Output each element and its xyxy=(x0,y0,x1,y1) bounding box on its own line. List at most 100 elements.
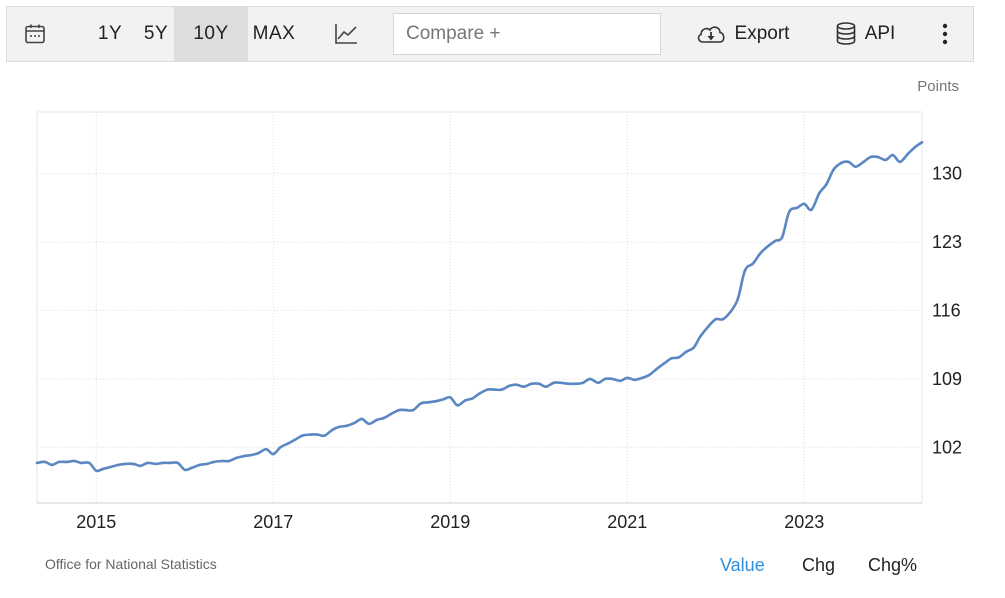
data-point xyxy=(478,392,481,395)
data-point xyxy=(626,376,629,380)
mode-value-button[interactable]: Value xyxy=(720,555,765,575)
y-axis-units-label: Points xyxy=(917,78,959,95)
data-point xyxy=(227,459,231,463)
data-point xyxy=(707,324,710,328)
data-point xyxy=(397,408,401,412)
data-point xyxy=(353,421,357,425)
data-point xyxy=(588,377,592,381)
data-point xyxy=(663,361,666,365)
data-point xyxy=(574,382,578,386)
y-tick-label: 116 xyxy=(932,300,961,320)
data-point xyxy=(648,373,651,377)
x-tick-label: 2015 xyxy=(76,512,116,532)
data-point xyxy=(566,382,570,386)
data-point xyxy=(596,381,600,385)
api-label: API xyxy=(864,23,896,44)
range-1y-button[interactable]: 1Y xyxy=(97,23,123,44)
data-point xyxy=(581,381,585,385)
data-point xyxy=(139,464,142,468)
data-point xyxy=(832,168,835,171)
y-tick-label: 130 xyxy=(932,164,962,184)
range-5y-button[interactable]: 5Y xyxy=(143,23,169,44)
data-point xyxy=(736,297,740,301)
data-point xyxy=(72,459,76,463)
data-source-label: Office for National Statistics xyxy=(45,556,217,572)
data-point xyxy=(471,397,474,400)
export-label: Export xyxy=(734,23,790,44)
data-point xyxy=(780,235,784,239)
x-tick-label: 2021 xyxy=(607,512,647,532)
data-point xyxy=(884,158,887,162)
mode-chg-percent-button[interactable]: Chg% xyxy=(868,555,918,575)
range-max-button[interactable]: MAX xyxy=(252,23,296,44)
data-point xyxy=(743,269,747,272)
chart-grid xyxy=(36,111,923,504)
more-vertical-icon[interactable] xyxy=(933,7,957,61)
data-point xyxy=(411,408,415,412)
data-point xyxy=(272,452,275,456)
data-point xyxy=(522,385,526,389)
data-point xyxy=(331,428,334,432)
database-icon xyxy=(836,22,855,45)
data-point xyxy=(530,382,533,386)
data-point xyxy=(773,239,777,243)
range-10y-button[interactable]: 10Y xyxy=(174,7,248,61)
data-point xyxy=(456,404,459,407)
data-point xyxy=(559,381,563,385)
data-point xyxy=(611,377,614,381)
data-point xyxy=(441,398,445,401)
data-point xyxy=(43,460,47,464)
data-point xyxy=(367,422,371,426)
data-point xyxy=(57,460,61,464)
more-vertical-icon-svg xyxy=(942,23,948,45)
calendar-icon[interactable] xyxy=(17,7,53,61)
data-point xyxy=(825,183,828,186)
data-point xyxy=(692,346,695,349)
mode-chg-button[interactable]: Chg xyxy=(802,555,836,575)
data-point xyxy=(287,442,290,445)
data-point xyxy=(65,460,69,464)
data-point xyxy=(205,462,209,466)
data-point xyxy=(234,456,238,460)
data-point xyxy=(854,165,857,168)
y-tick-label: 109 xyxy=(932,369,962,389)
data-point xyxy=(301,434,304,437)
data-point xyxy=(389,412,393,416)
data-point xyxy=(220,459,224,463)
data-point xyxy=(840,161,843,165)
data-point xyxy=(338,425,342,429)
data-point xyxy=(544,385,548,389)
cloud-download-icon xyxy=(697,26,725,43)
data-point xyxy=(132,462,135,466)
data-point xyxy=(795,206,799,210)
data-point xyxy=(419,402,423,405)
data-point xyxy=(50,463,54,467)
export-button[interactable]: Export xyxy=(687,7,797,61)
data-point xyxy=(862,160,865,164)
data-point xyxy=(633,378,636,382)
data-point xyxy=(190,466,194,470)
compare-input[interactable] xyxy=(393,13,661,55)
api-button[interactable]: API xyxy=(827,7,903,61)
data-point xyxy=(920,141,924,144)
data-point xyxy=(434,400,437,403)
data-point xyxy=(898,160,902,164)
data-point xyxy=(758,252,762,255)
data-point xyxy=(869,155,872,159)
data-point xyxy=(382,416,386,420)
data-point xyxy=(515,383,518,387)
data-point xyxy=(242,454,246,458)
x-tick-label: 2017 xyxy=(253,512,293,532)
data-point xyxy=(552,381,556,385)
data-point xyxy=(279,446,282,449)
data-point xyxy=(803,202,806,206)
data-point xyxy=(309,433,312,436)
data-point xyxy=(117,463,120,467)
data-point xyxy=(124,462,127,466)
data-point xyxy=(87,461,91,465)
data-point xyxy=(729,310,733,313)
line-chart-icon[interactable] xyxy=(329,7,363,61)
data-point xyxy=(345,424,349,428)
data-point xyxy=(655,367,658,371)
data-point xyxy=(80,461,83,465)
